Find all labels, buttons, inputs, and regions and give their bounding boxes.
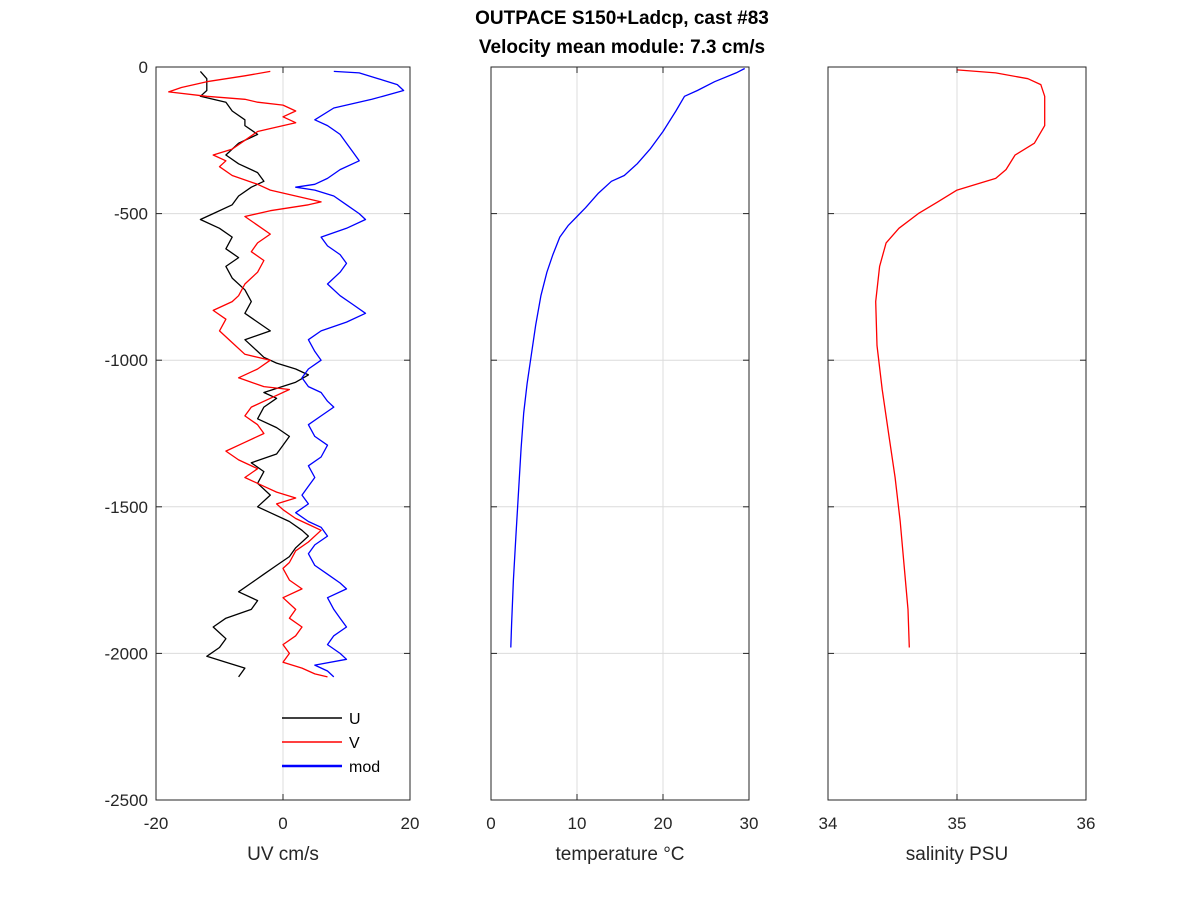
panels: -20 0 20 0 -500 -1000 -1500 -2000 -2500 UV cm/s UV… [105,58,1096,865]
uv-ytick-label: -2000 [105,644,148,663]
temperature-xtick-label: 10 [568,814,587,833]
uv-ytick-label: 0 [139,58,148,77]
uv-ytick-label: -500 [114,205,148,224]
uv-ytick-label: -2500 [105,791,148,810]
uv-xtick-label: 0 [278,814,287,833]
uv-series-u [199,70,310,678]
uv-series-v [168,70,328,678]
uv-xtick-label: -20 [144,814,169,833]
uv-legend-label-v: V [349,735,360,752]
uv-ytick-label: -1500 [105,498,148,517]
temperature-xaxis-label: temperature °C [555,844,684,865]
uv-xaxis-label: UV cm/s [247,844,319,865]
temperature-axes-box [490,66,750,801]
temperature-xtick-label: 0 [486,814,495,833]
salinity-xtick-label: 34 [819,814,838,833]
uv-legend-label-u: U [349,711,361,728]
temperature-series-profile [510,67,745,648]
figure-title-line-1: OUTPACE S150+Ladcp, cast #83 [475,8,769,29]
uv-panel: -20 0 20 0 -500 -1000 -1500 -2000 -2500 UV cm/s UV… [105,58,420,865]
temperature-panel: 0 10 20 30 temperature °C [486,66,759,865]
salinity-xaxis-label: salinity PSU [906,844,1008,865]
temperature-xtick-label: 20 [654,814,673,833]
figure-title-line-2: Velocity mean module: 7.3 cm/s [479,37,765,58]
salinity-xtick-label: 35 [948,814,967,833]
uv-xtick-label: 20 [401,814,420,833]
salinity-panel: 34 35 36 salinity PSU [819,66,1096,865]
salinity-xtick-label: 36 [1077,814,1096,833]
uv-ytick-label: -1000 [105,351,148,370]
uv-series-mod [295,70,405,678]
temperature-xtick-label: 30 [740,814,759,833]
uv-legend-label-mod: mod [349,759,380,776]
salinity-series-profile [875,69,1046,648]
